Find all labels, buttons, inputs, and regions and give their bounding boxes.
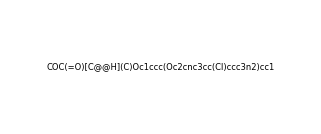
- Text: COC(=O)[C@@H](C)Oc1ccc(Oc2cnc3cc(Cl)ccc3n2)cc1: COC(=O)[C@@H](C)Oc1ccc(Oc2cnc3cc(Cl)ccc3…: [46, 62, 275, 72]
